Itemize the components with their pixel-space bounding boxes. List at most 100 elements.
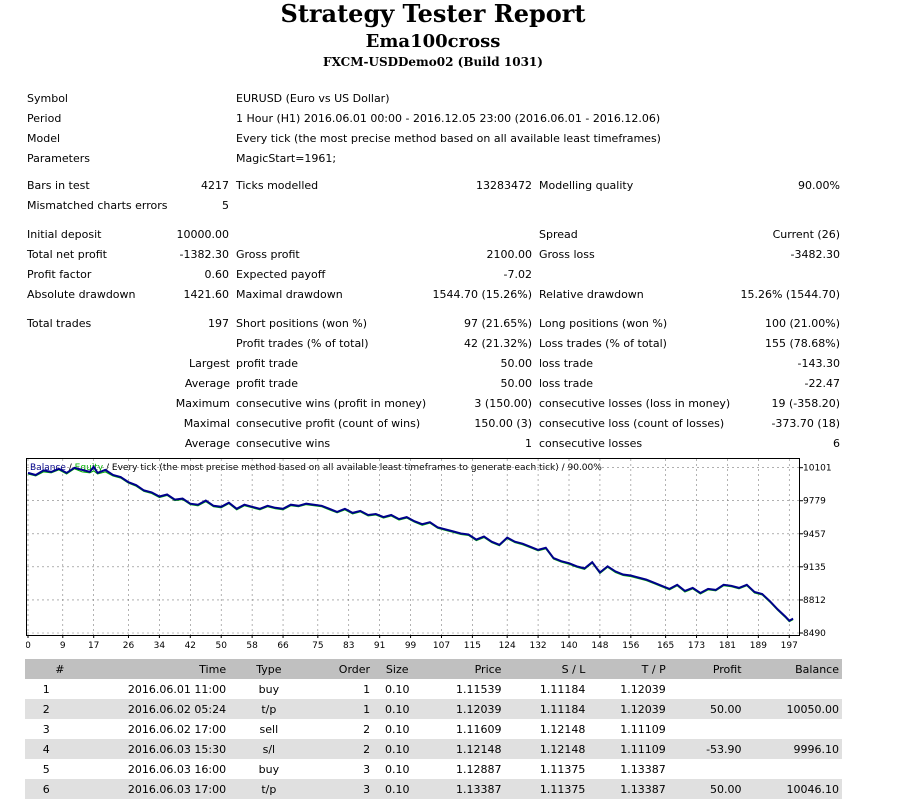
largest-label: Largest (189, 357, 230, 370)
header-tp: T / P (588, 659, 669, 679)
ticks-value: 13283472 (476, 179, 532, 192)
relative-drawdown-label: Relative drawdown (539, 288, 644, 301)
header-type: Type (229, 659, 309, 679)
net-profit-value: -1382.30 (179, 248, 229, 261)
cell-time: 2016.06.01 11:00 (127, 682, 227, 696)
average-profit-value: 50.00 (500, 377, 533, 390)
max-consec-losses-value: 19 (-358.20) (771, 397, 840, 410)
mismatch-label: Mismatched charts errors (27, 199, 168, 212)
table-row: 6 2016.06.03 17:00 t/p 3 0.10 1.13387 1.11375 1… (25, 779, 842, 799)
x-tick-label: 0 (26, 641, 31, 651)
loss-trades-label: Loss trades (% of total) (539, 337, 667, 350)
expected-payoff-value: -7.02 (503, 268, 532, 281)
cell-balance (745, 719, 842, 739)
maximal-consec-loss-value: -373.70 (18) (771, 417, 840, 430)
profit-factor-value: 0.60 (204, 268, 230, 281)
loss-trades-value: 155 (78.68%) (764, 337, 840, 350)
parameters-label: Parameters (27, 152, 90, 165)
maximal-consec-profit-value: 150.00 (3) (474, 417, 532, 430)
bars-label: Bars in test (27, 179, 90, 192)
x-tick-label: 115 (464, 641, 481, 651)
x-tick-label: 132 (529, 641, 546, 651)
table-row: 4 2016.06.03 15:30 s/l 2 0.10 1.12148 1.12148 1… (25, 739, 842, 759)
avg-consec-wins-value: 1 (525, 437, 532, 450)
gross-loss-label: Gross loss (539, 248, 595, 261)
cell-sl: 1.11375 (504, 779, 589, 799)
short-positions-label: Short positions (won %) (236, 317, 368, 330)
average-profit-label: profit trade (236, 377, 299, 390)
cell-profit: 50.00 (668, 699, 745, 719)
cell-order: 3 (363, 762, 371, 776)
total-trades-label: Total trades (27, 317, 92, 330)
average-loss-value: -22.47 (804, 377, 840, 390)
x-tick-label: 42 (185, 641, 196, 651)
x-tick-label: 75 (312, 641, 323, 651)
maximal-label: Maximal (183, 417, 230, 430)
cell-type: buy (258, 762, 280, 776)
profit-factor-label: Profit factor (27, 268, 92, 281)
cell-tp: 1.11109 (588, 739, 669, 759)
absolute-drawdown-label: Absolute drawdown (27, 288, 136, 301)
profit-trades-label: Profit trades (% of total) (236, 337, 369, 350)
cell-time: 2016.06.03 15:30 (67, 739, 230, 759)
cell-sl: 1.11375 (539, 762, 586, 776)
cell-size: 0.10 (384, 722, 410, 736)
x-tick-label: 9 (60, 641, 66, 651)
expected-payoff-label: Expected payoff (236, 268, 326, 281)
cell-profit: 50.00 (668, 779, 745, 799)
cell-time: 2016.06.03 16:00 (127, 762, 227, 776)
x-tick-label: 17 (88, 641, 99, 651)
cell-size: 0.10 (373, 699, 422, 719)
average-consec-label: Average (184, 437, 230, 450)
cell-tp: 1.12039 (588, 699, 669, 719)
y-tick-label: 10101 (803, 464, 832, 474)
net-profit-label: Total net profit (27, 248, 107, 261)
x-axis: 0 9 17 26 34 42 50 58 66 75 83 91 99 107 115 124 132 140 1… (26, 635, 798, 651)
cell-balance (745, 679, 842, 699)
cell-profit (669, 679, 745, 699)
balance-chart: Balance / Equity / Every tick (the most … (26, 458, 842, 652)
y-tick-label: 9135 (803, 563, 826, 573)
spread-value: Current (26) (772, 228, 840, 241)
cell-size: 0.10 (384, 682, 410, 696)
x-tick-label: 34 (154, 641, 166, 651)
x-tick-label: 66 (277, 641, 289, 651)
model-label: Model (27, 132, 61, 145)
cell-price: 1.11609 (455, 722, 502, 736)
avg-consec-wins-label: consecutive wins (236, 437, 331, 450)
y-tick-label: 8490 (803, 629, 826, 639)
avg-consec-losses-label: consecutive losses (539, 437, 643, 450)
x-tick-label: 181 (719, 641, 736, 651)
x-tick-label: 140 (560, 641, 577, 651)
y-tick-label: 9457 (803, 530, 826, 540)
chart-legend: Balance / Equity / Every tick (the most … (30, 463, 602, 473)
cell-price: 1.12887 (455, 762, 502, 776)
cell-price: 1.12039 (421, 699, 505, 719)
header-order: Order (308, 659, 374, 679)
cell-order: 2 (363, 722, 371, 736)
cell-tp: 1.13387 (620, 762, 666, 776)
cell-profit (669, 719, 745, 739)
long-positions-value: 100 (21.00%) (764, 317, 840, 330)
x-tick-label: 148 (591, 641, 608, 651)
model-value: Every tick (the most precise method base… (236, 132, 661, 145)
header-size: Size (373, 659, 422, 679)
table-row: 5 2016.06.03 16:00 buy 3 0.10 1.12887 1.11375 1… (25, 759, 842, 779)
period-label: Period (27, 112, 62, 125)
maximal-consec-loss-label: consecutive loss (count of losses) (539, 417, 725, 430)
header-profit: Profit (668, 659, 745, 679)
maximal-consec-profit-label: consecutive profit (count of wins) (236, 417, 421, 430)
cell-sl: 1.12148 (539, 722, 586, 736)
spread-label: Spread (539, 228, 578, 241)
cell-order: 3 (308, 779, 374, 799)
cell-time: 2016.06.02 17:00 (127, 722, 227, 736)
y-axis: 10101 9779 9457 9135 8812 8490 (799, 464, 832, 639)
y-tick-label: 8812 (803, 596, 826, 606)
legend-description: / Every tick (the most precise method ba… (103, 463, 602, 473)
x-tick-label: 173 (688, 641, 705, 651)
average-label: Average (184, 377, 230, 390)
cell-order: 2 (308, 739, 374, 759)
cell-price: 1.12148 (421, 739, 505, 759)
cell-profit (669, 759, 745, 779)
